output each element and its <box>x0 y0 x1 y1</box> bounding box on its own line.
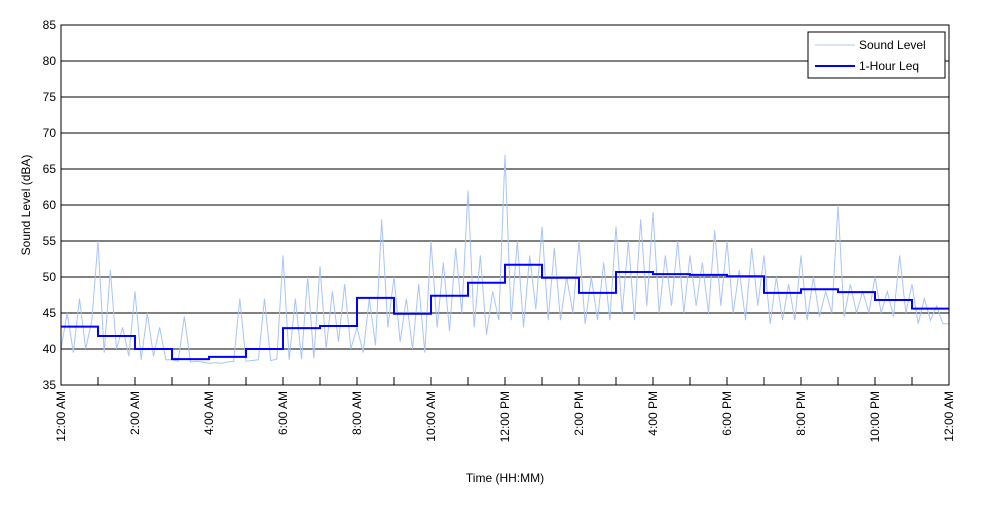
x-tick-label: 6:00 PM <box>720 391 734 436</box>
grid-lines <box>61 60 949 350</box>
legend-label-leq: 1-Hour Leq <box>859 59 919 73</box>
legend-box <box>807 31 946 79</box>
x-tick-label: 8:00 PM <box>794 391 808 436</box>
leq-step-line <box>61 263 949 361</box>
x-axis-label: Time (HH:MM) <box>466 471 544 485</box>
sound-level-line <box>60 154 949 364</box>
x-tick-label: 12:00 AM <box>54 391 68 442</box>
y-tick-label: 55 <box>43 234 57 248</box>
legend-label-sound-level: Sound Level <box>859 38 926 52</box>
y-tick-label: 45 <box>43 306 57 320</box>
x-tick-label: 4:00 PM <box>646 391 660 436</box>
y-tick-label: 85 <box>43 18 57 32</box>
x-tick-label: 10:00 PM <box>868 391 882 442</box>
y-tick-label: 65 <box>43 162 57 176</box>
x-tick-label: 4:00 AM <box>202 391 216 435</box>
y-tick-label: 75 <box>43 90 57 104</box>
y-tick-label: 60 <box>43 198 57 212</box>
x-tick-label: 10:00 AM <box>424 391 438 442</box>
x-tick-label: 2:00 PM <box>572 391 586 436</box>
series-layer <box>60 154 949 364</box>
x-tick-label: 12:00 AM <box>942 391 956 442</box>
y-tick-label: 70 <box>43 126 57 140</box>
y-axis: 35 40 45 50 55 60 65 70 75 80 85 <box>43 18 57 392</box>
y-tick-label: 35 <box>43 378 57 392</box>
y-axis-label: Sound Level (dBA) <box>19 155 33 256</box>
x-tick-label: 2:00 AM <box>128 391 142 435</box>
x-tick-label: 6:00 AM <box>276 391 290 435</box>
legend: Sound Level 1-Hour Leq <box>807 31 946 79</box>
y-tick-label: 50 <box>43 270 57 284</box>
x-tick-label: 12:00 PM <box>498 391 512 442</box>
y-tick-label: 40 <box>43 342 57 356</box>
x-axis: 12:00 AM 2:00 AM 4:00 AM 6:00 AM 8:00 AM 10:0… <box>54 377 956 442</box>
x-tick-label: 8:00 AM <box>350 391 364 435</box>
y-tick-label: 80 <box>43 54 57 68</box>
